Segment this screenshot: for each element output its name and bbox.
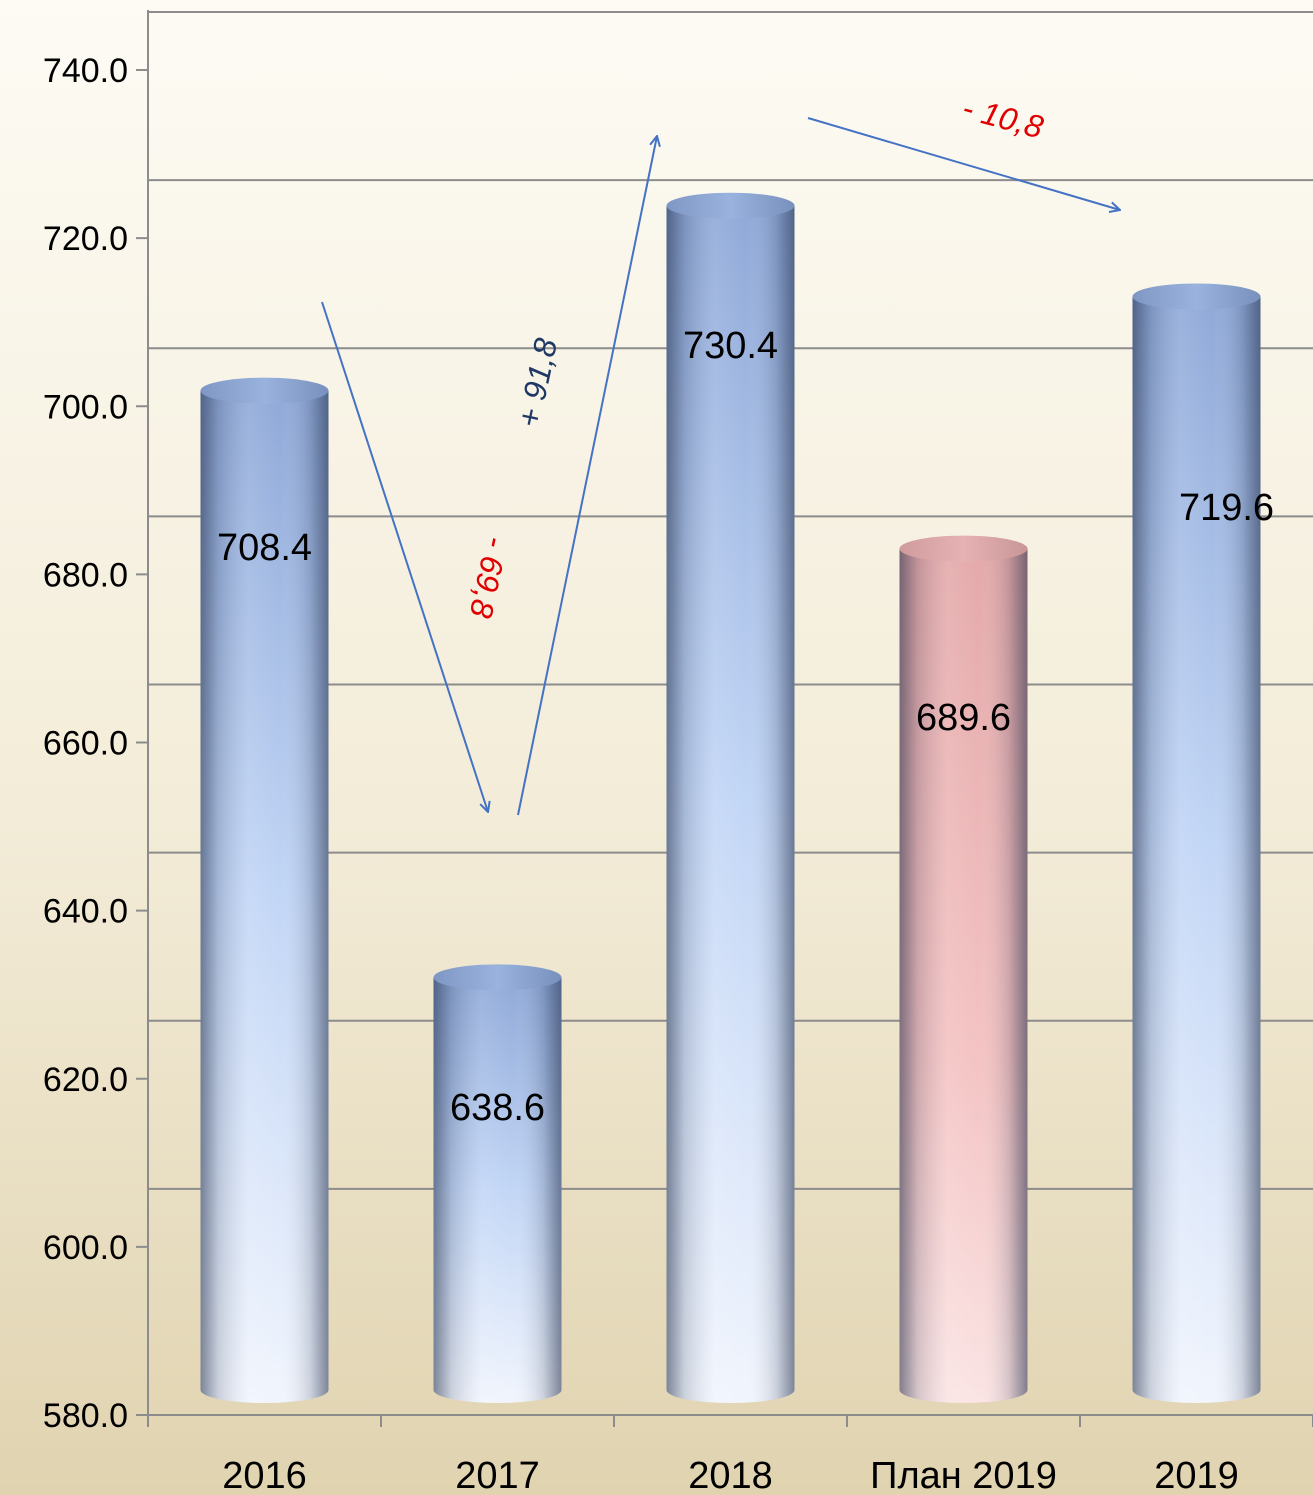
bar-2019 bbox=[1132, 283, 1261, 1403]
y-tick-label: 640.0 bbox=[43, 893, 128, 931]
y-tick-label: 580.0 bbox=[43, 1397, 128, 1435]
bar-top bbox=[899, 535, 1028, 562]
bar-top bbox=[1132, 283, 1261, 310]
bar-shading bbox=[899, 548, 1028, 1403]
bar-2017 bbox=[433, 964, 562, 1403]
bar-top bbox=[666, 192, 795, 219]
x-tick-label: 2018 bbox=[688, 1455, 773, 1495]
data-label: 689.6 bbox=[916, 697, 1011, 739]
bars: 708.4 638.6 730.4 689.6 719.6 bbox=[200, 192, 1274, 1404]
y-tick-label: 740.0 bbox=[43, 52, 128, 90]
bar-top bbox=[433, 964, 562, 991]
change-arrow bbox=[517, 136, 657, 816]
x-axis: 2016 2017 2018 План 2019 2019 bbox=[147, 1414, 1313, 1495]
data-label: 708.4 bbox=[217, 527, 312, 569]
bar-2016 bbox=[200, 377, 329, 1403]
change-arrow bbox=[807, 117, 1120, 210]
bar-shading bbox=[1132, 296, 1261, 1403]
y-axis: 580.0 600.0 620.0 640.0 660.0 680.0 700.0 720.0… bbox=[43, 10, 149, 1435]
bar-shading bbox=[433, 977, 562, 1403]
bar-shading bbox=[200, 390, 329, 1403]
y-tick-label: 600.0 bbox=[43, 1229, 128, 1267]
y-tick-label: 680.0 bbox=[43, 556, 128, 594]
bar-2018 bbox=[666, 192, 795, 1404]
x-tick-label: 2016 bbox=[222, 1455, 307, 1495]
x-tick-label: 2017 bbox=[455, 1455, 540, 1495]
data-label: 638.6 bbox=[450, 1087, 545, 1129]
y-tick-label: 660.0 bbox=[43, 725, 128, 763]
bar-top bbox=[200, 377, 329, 404]
data-label: 719.6 bbox=[1179, 487, 1274, 529]
bar-shading bbox=[666, 205, 795, 1404]
y-tick-label: 700.0 bbox=[43, 388, 128, 426]
data-label: 730.4 bbox=[683, 325, 778, 367]
change-arrow bbox=[321, 301, 488, 812]
y-tick-label: 720.0 bbox=[43, 220, 128, 258]
x-tick-label: План 2019 bbox=[870, 1455, 1057, 1495]
x-tick-label: 2019 bbox=[1154, 1455, 1239, 1495]
y-tick-label: 620.0 bbox=[43, 1061, 128, 1099]
bar-План 2019 bbox=[899, 535, 1028, 1403]
